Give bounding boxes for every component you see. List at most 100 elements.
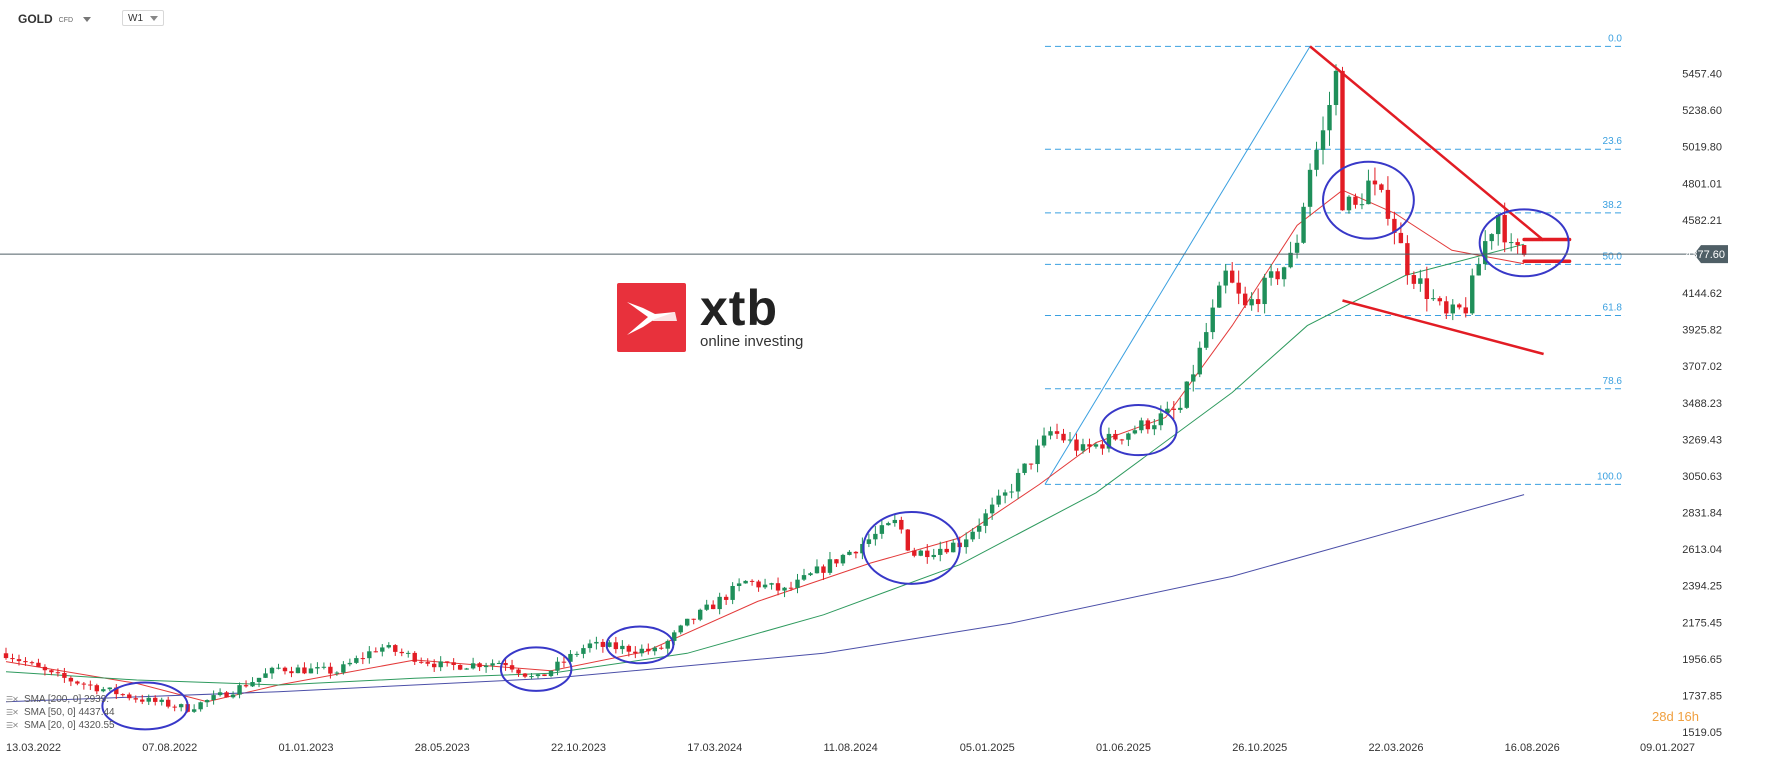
x-tick-label: 22.03.2026 [1368, 742, 1423, 754]
candle-body [412, 652, 417, 662]
candle-body [814, 566, 820, 574]
candle-body [1288, 252, 1293, 268]
candle-body [36, 662, 41, 667]
settings-icon[interactable]: ☰✕ [6, 721, 19, 730]
trendline [1309, 45, 1545, 242]
candle-body [1119, 439, 1125, 441]
candle-body [1255, 299, 1261, 305]
candle-body [10, 658, 15, 660]
legend-item[interactable]: ☰✕ SMA [20, 0] 4320.55 [6, 719, 115, 732]
candle-body [925, 550, 930, 558]
candle-body [717, 596, 722, 610]
candle-body [672, 632, 677, 641]
candle-body [399, 651, 404, 654]
candle-body [620, 645, 625, 650]
candle-body [55, 672, 61, 674]
candle-body [230, 694, 236, 698]
candle-body [775, 583, 781, 591]
candle-body [1126, 433, 1131, 440]
candle-body [451, 662, 456, 665]
candle-body [1424, 278, 1430, 299]
legend-item[interactable]: ☰✕ SMA [50, 0] 4437.44 [6, 706, 115, 719]
candle-body [211, 695, 216, 701]
candle-body [659, 647, 664, 649]
candle-body [704, 604, 709, 610]
candle-body [1463, 307, 1468, 314]
candle-body [3, 653, 9, 659]
candle-body [1457, 304, 1462, 308]
candle-body [1483, 241, 1488, 265]
current-price-tag [1694, 245, 1728, 264]
logo-tagline: online investing [700, 332, 804, 350]
candle-body [263, 673, 268, 678]
candle-body [1080, 444, 1086, 451]
settings-icon[interactable]: ☰✕ [6, 695, 19, 704]
y-tick-label: 3488.23 [1682, 398, 1722, 410]
candle-body [1204, 332, 1209, 348]
candle-body [282, 667, 288, 672]
fib-level-label: 38.2 [1603, 200, 1623, 211]
candle-body [470, 663, 476, 669]
candle-body [633, 651, 638, 654]
x-tick-label: 01.01.2023 [278, 742, 333, 754]
x-tick-label: 05.01.2025 [960, 742, 1015, 754]
sma-line [5, 243, 1525, 686]
candle-body [1242, 293, 1248, 306]
candle-body [178, 704, 184, 708]
candle-body [963, 539, 969, 548]
candle-body [165, 699, 171, 707]
candle-body [1301, 206, 1306, 243]
settings-icon[interactable]: ☰✕ [6, 708, 19, 717]
timeframe-select[interactable]: W1 [122, 10, 164, 26]
symbol-tag: CFD [58, 16, 74, 24]
candle-body [406, 652, 411, 654]
candle-body [561, 661, 567, 663]
y-tick-label: 4801.01 [1682, 178, 1722, 190]
candle-body [140, 699, 145, 702]
candle-body [1171, 408, 1177, 410]
candle-body [341, 664, 346, 673]
candle-body [710, 604, 716, 610]
candle-body [1405, 243, 1410, 276]
candle-body [613, 642, 619, 650]
candle-body [237, 685, 242, 695]
chevron-down-icon[interactable] [83, 16, 92, 22]
candle-body [68, 677, 74, 682]
candle-body [1502, 214, 1507, 243]
candle-body [295, 667, 301, 674]
candle-body [477, 663, 482, 668]
candle-body [594, 641, 599, 644]
candle-body [1100, 444, 1105, 449]
candle-body [970, 531, 975, 540]
candle-body [639, 648, 645, 654]
candle-body [931, 554, 936, 558]
x-tick-label: 22.10.2023 [551, 742, 606, 754]
candle-body [782, 587, 787, 591]
xtb-logo: xtb online investing [617, 283, 803, 352]
candle-body [522, 673, 528, 677]
candle-body [1392, 218, 1397, 233]
candle-body [127, 694, 132, 699]
candle-body [834, 559, 839, 564]
countdown-hours: 16 [1677, 709, 1692, 724]
candle-body [542, 674, 547, 677]
candle-body [1022, 463, 1027, 473]
candle-body [678, 625, 683, 633]
candle-body [438, 661, 443, 668]
candle-body [1320, 130, 1326, 150]
x-tick-label: 01.06.2025 [1096, 742, 1151, 754]
candle-body [457, 664, 463, 670]
candle-body [1353, 196, 1358, 205]
candle-body [989, 504, 995, 514]
candle-body [1314, 149, 1319, 170]
candle-body [146, 697, 151, 702]
candle-body [204, 700, 210, 703]
candle-body [1521, 245, 1527, 255]
candle-body [114, 687, 119, 695]
legend-item[interactable]: ☰✕ SMA [200, 0] 2939. [6, 693, 115, 706]
candle-body [652, 647, 657, 652]
candle-body [756, 581, 761, 588]
x-tick-label: 16.08.2026 [1505, 742, 1560, 754]
symbol-selector[interactable]: GOLD CFD [18, 9, 92, 29]
